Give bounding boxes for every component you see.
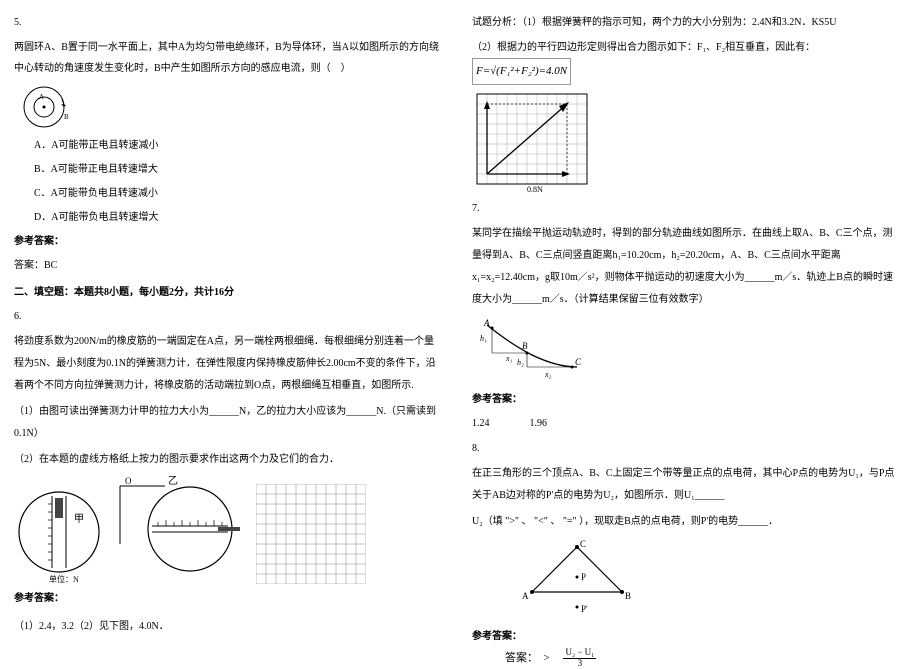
q8-text2: U₂（填 ">" 、 "<" 、 "=" ），现取走B点的点电荷，则P'的电势_… [472, 511, 902, 533]
svg-text:P: P [581, 572, 586, 582]
analysis-line2: （2）根据力的平行四边形定则得出合力图示如下：F₁、F₂相互垂直，因此有： F=… [472, 37, 902, 85]
q6-text2: （1）由图可读出弹簧测力计甲的拉力大小为______N，乙的拉力大小应该为___… [14, 401, 442, 445]
q8-figure: A B C P P' [512, 537, 902, 622]
q5-figure: A B [14, 83, 442, 131]
q5-option-D: D．A可能带负电且转速增大 [34, 208, 442, 227]
svg-text:单位：N: 单位：N [49, 574, 79, 584]
q8-answer-fraction: U₂ − U₁ 3 [563, 648, 596, 669]
svg-text:A: A [522, 591, 529, 601]
svg-text:h₂: h₂ [517, 358, 524, 367]
q7-answer-label: 参考答案： [472, 391, 902, 409]
q6-figure: 甲 单位：N O 乙 [14, 474, 442, 584]
q6-text1: 将劲度系数为200N/m的橡皮筋的一端固定在A点，另一端栓两根细绳．每根细绳分别… [14, 331, 442, 397]
q7-figure: A B C h₁ h₂ x₁ x₂ [472, 315, 902, 385]
q8-answer-prefix: 答案： > [505, 652, 550, 664]
q5-text: 两圆环A、B置于同一水平面上，其中A为均匀带电绝缘环，B为导体环，当A以如图所示… [14, 37, 442, 79]
svg-text:C: C [580, 539, 586, 549]
svg-text:O: O [125, 476, 132, 486]
svg-text:P': P' [581, 604, 588, 614]
q5-option-B: B．A可能带正电且转速增大 [34, 160, 442, 179]
svg-text:乙: 乙 [168, 475, 178, 487]
analysis-line1: 试题分析：（1）根据弹簧秤的指示可知，两个力的大小分别为：2.4N和3.2N．K… [472, 12, 902, 33]
q6-text3: （2）在本题的虚线方格纸上按力的图示要求作出这两个力及它们的合力． [14, 449, 442, 470]
left-column: 5. 两圆环A、B置于同一水平面上，其中A为均匀带电绝缘环，B为导体环，当A以如… [0, 0, 460, 651]
svg-text:B: B [625, 591, 631, 601]
q5-number: 5. [14, 12, 442, 33]
right-column: 试题分析：（1）根据弹簧秤的指示可知，两个力的大小分别为：2.4N和3.2N．K… [460, 0, 920, 651]
q5-option-A: A．A可能带正电且转速减小 [34, 136, 442, 155]
svg-text:A: A [483, 318, 490, 328]
q8-answer-label: 参考答案： [472, 628, 902, 646]
svg-text:A: A [39, 93, 44, 101]
q7-text: 某同学在描绘平抛运动轨迹时，得到的部分轨迹曲线如图所示．在曲线上取A、B、C三个… [472, 223, 902, 311]
q5-option-C: C．A可能带负电且转速减小 [34, 184, 442, 203]
svg-text:C: C [575, 357, 582, 367]
q8-text1: 在正三角形的三个顶点A、B、C上固定三个带等量正点的点电荷，其中心P点的电势为U… [472, 463, 902, 507]
q7-answer: 1.24 1.96 [472, 413, 902, 434]
q8-frac-num: U₂ − U₁ [563, 648, 596, 659]
q8-number: 8. [472, 438, 902, 459]
svg-text:x₂: x₂ [544, 370, 552, 379]
svg-text:B: B [64, 113, 69, 121]
section2-title: 二、填空题：本题共8小题，每小题2分，共计16分 [14, 284, 442, 302]
q5-answer: 答案：BC [14, 255, 442, 276]
q5-answer-label: 参考答案： [14, 233, 442, 251]
svg-text:x₁: x₁ [505, 354, 513, 363]
svg-text:0.8N: 0.8N [527, 185, 543, 194]
q8-frac-den: 3 [563, 659, 596, 669]
q8-answer: 答案： > U₂ − U₁ 3 [505, 648, 902, 669]
q6-number: 6. [14, 306, 442, 327]
analysis-l2-text: （2）根据力的平行四边形定则得出合力图示如下：F₁、F₂相互垂直，因此有： [472, 42, 815, 53]
q6-answer: （1）2.4，3.2（2）见下图，4.0N． [14, 616, 442, 637]
svg-text:甲: 甲 [74, 514, 84, 525]
svg-text:B: B [522, 341, 528, 351]
analysis-figure: 0.8N [472, 89, 902, 194]
q7-number: 7. [472, 198, 902, 219]
svg-text:h₁: h₁ [480, 334, 487, 343]
analysis-formula: F=√(F₁²+F₂²)=4.0N [472, 58, 571, 85]
page-root: 5. 两圆环A、B置于同一水平面上，其中A为均匀带电绝缘环，B为导体环，当A以如… [0, 0, 920, 651]
q6-answer-label: 参考答案： [14, 590, 442, 608]
